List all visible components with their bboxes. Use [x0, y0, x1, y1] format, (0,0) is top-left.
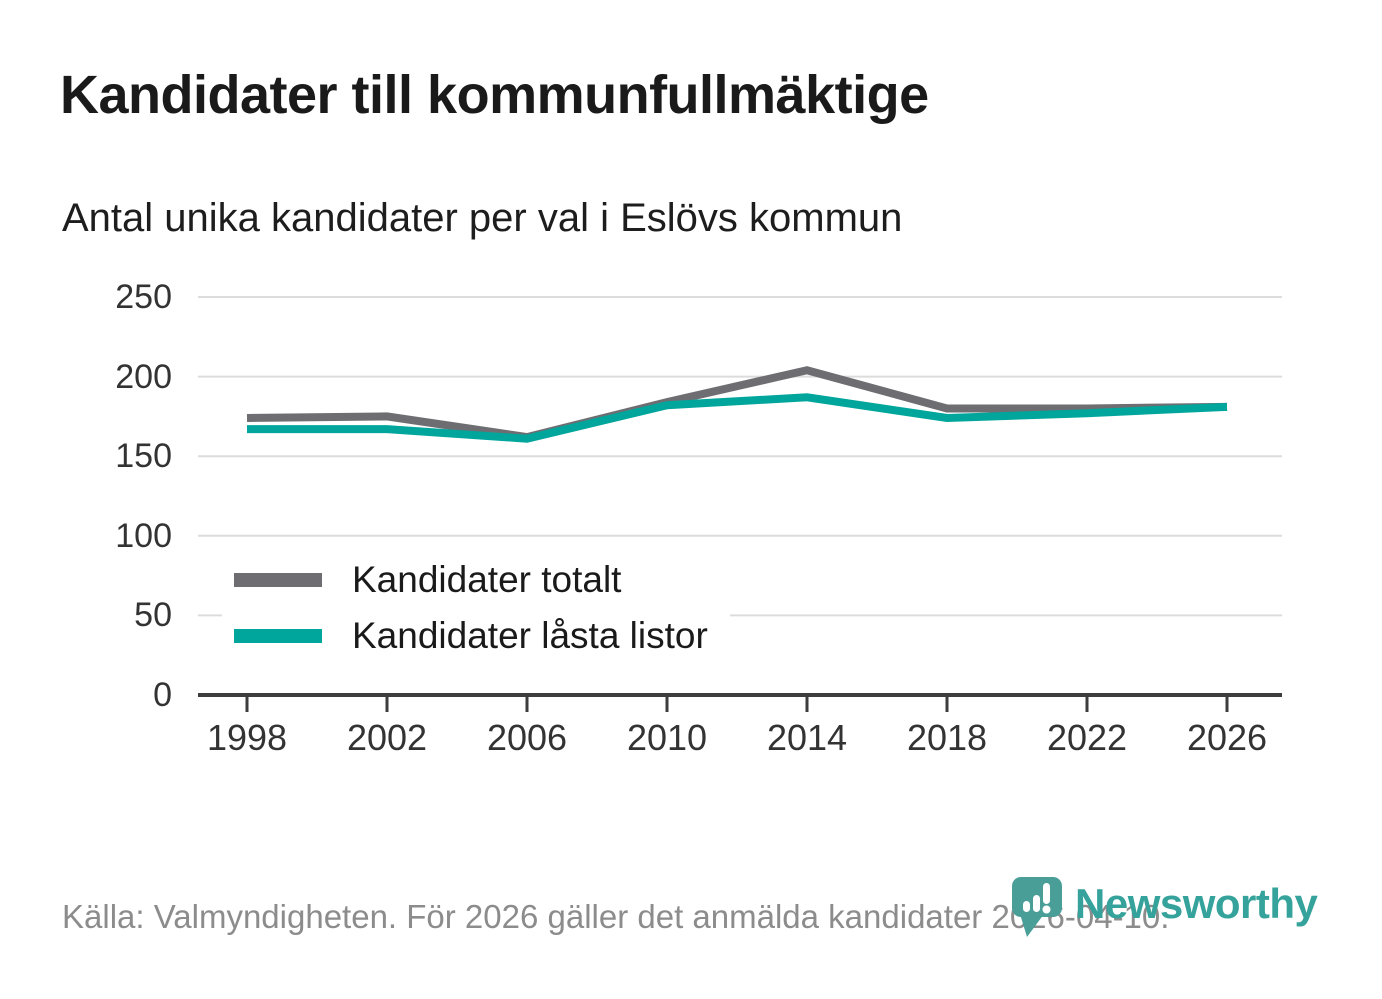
legend-item-locked-lists: Kandidater låsta listor: [234, 608, 708, 664]
x-tick-label-1998: 1998: [206, 717, 288, 758]
newsworthy-pin-barchart-icon: [1012, 877, 1062, 937]
legend-label-total: Kandidater totalt: [352, 559, 622, 600]
newsworthy-brand: Newsworthy: [1011, 876, 1318, 942]
y-tick-label-50: 50: [134, 596, 172, 635]
legend-swatch-locked-lists: [234, 629, 322, 643]
chart-title: Kandidater till kommunfullmäktige: [60, 65, 929, 125]
chart-legend: Kandidater totalt Kandidater låsta listo…: [222, 548, 730, 672]
x-tick-label-2002: 2002: [346, 717, 428, 758]
series-line-1: [247, 393, 1228, 443]
x-tick-label-2026: 2026: [1186, 717, 1268, 758]
legend-swatch-total: [234, 573, 322, 587]
x-tick-label-2018: 2018: [906, 717, 988, 758]
y-tick-label-200: 200: [115, 357, 172, 396]
y-tick-label-0: 0: [153, 676, 172, 714]
y-tick-label-100: 100: [115, 516, 172, 555]
x-tick-label-2006: 2006: [486, 717, 568, 758]
y-tick-label-150: 150: [115, 437, 172, 476]
x-tick-label-2014: 2014: [766, 717, 848, 758]
legend-label-locked-lists: Kandidater låsta listor: [352, 615, 708, 656]
x-tick-label-2010: 2010: [626, 717, 708, 758]
source-note: Källa: Valmyndigheten. För 2026 gäller d…: [62, 898, 1170, 935]
newsworthy-wordmark: Newsworthy: [1075, 880, 1318, 927]
y-tick-label-250: 250: [115, 278, 172, 316]
x-tick-label-2022: 2022: [1046, 717, 1128, 758]
series-line-0: [246, 366, 1228, 442]
chart-subtitle: Antal unika kandidater per val i Eslövs …: [62, 196, 903, 240]
legend-item-total: Kandidater totalt: [234, 552, 708, 608]
